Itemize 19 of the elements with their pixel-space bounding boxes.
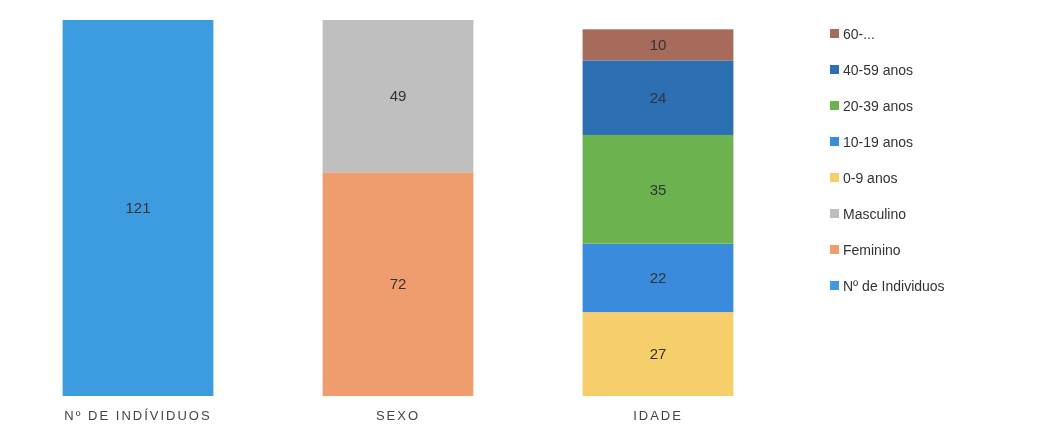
legend-label: 40-59 anos: [843, 61, 914, 78]
data-label: 35: [649, 180, 667, 198]
x-tick-label: SEXO: [375, 408, 421, 423]
legend-label: Nº de Individuos: [843, 277, 945, 294]
x-tick-label: IDADE: [633, 408, 683, 423]
legend-label: Feminino: [843, 241, 901, 258]
x-tick-label: Nº DE INDÍVIDUOS: [64, 408, 212, 423]
data-label: 49: [389, 87, 407, 105]
data-label: 22: [649, 269, 667, 287]
data-label: 27: [649, 345, 667, 363]
legend-label: 10-19 anos: [843, 133, 914, 150]
legend-label: 20-39 anos: [843, 97, 914, 114]
legend-label: 0-9 anos: [843, 169, 898, 186]
legend-label: Masculino: [843, 205, 907, 222]
data-label: 121: [125, 199, 151, 217]
data-label: 72: [389, 275, 407, 293]
data-label: 24: [649, 88, 667, 106]
data-label: 10: [649, 36, 667, 54]
legend-label: 60-...: [843, 25, 875, 42]
